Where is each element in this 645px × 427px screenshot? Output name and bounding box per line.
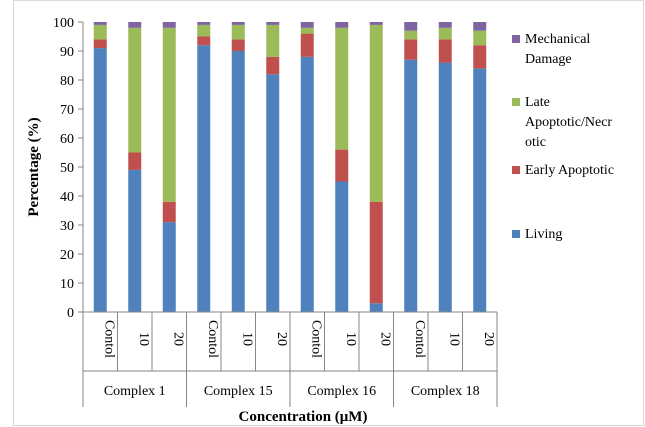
x-group-label: Complex 16 xyxy=(307,384,376,399)
bar-segment-living xyxy=(162,222,176,312)
legend-label: Mechanical xyxy=(525,32,590,47)
x-category-label: Contol xyxy=(101,320,116,358)
bar-segment-living xyxy=(128,169,142,312)
y-tick-label: 70 xyxy=(60,103,74,118)
plot-area xyxy=(93,22,487,313)
y-tick-label: 20 xyxy=(60,248,74,263)
bar-segment-early-apoptotic xyxy=(369,201,383,304)
bar-segment-mechanical-damage xyxy=(473,22,487,31)
y-tick-label: 50 xyxy=(60,161,74,176)
legend-label: Living xyxy=(525,227,562,242)
bar-segment-early-apoptotic xyxy=(473,45,487,69)
bar-segment-living xyxy=(369,303,383,312)
bar-segment-living xyxy=(335,181,349,312)
x-category-label: Contol xyxy=(412,320,427,358)
bar-segment-living xyxy=(300,56,314,312)
bar-segment-living xyxy=(473,68,487,313)
bar-segment-late-apoptotic-necrotic xyxy=(473,30,487,46)
bar-segment-early-apoptotic xyxy=(162,201,176,223)
chart-border xyxy=(13,0,644,426)
x-category-label: 20 xyxy=(170,332,185,346)
x-category-label: 10 xyxy=(446,332,461,346)
x-group-label: Complex 18 xyxy=(411,384,480,399)
x-axis-title: Concentration (μM) xyxy=(239,409,368,425)
bar-segment-mechanical-damage xyxy=(197,22,211,25)
bar-segment-early-apoptotic xyxy=(128,152,142,170)
legend-label: Damage xyxy=(525,52,572,67)
bar-segment-mechanical-damage xyxy=(335,22,349,28)
legend: Mechanical Damage Late Apoptotic/Necr otic Ea… xyxy=(512,32,614,242)
legend-label: otic xyxy=(525,135,546,150)
x-category-label: Contol xyxy=(308,320,323,358)
bar-segment-mechanical-damage xyxy=(404,22,418,31)
x-category-label: 20 xyxy=(274,332,289,346)
bar-segment-early-apoptotic xyxy=(93,39,107,49)
x-category-label: 10 xyxy=(136,332,151,346)
legend-swatch xyxy=(512,230,520,238)
bar-segment-living xyxy=(197,45,211,312)
axes: 0 10 20 30 40 50 60 70 80 90 100 Contol 10 20 Contol 10… xyxy=(53,16,498,407)
legend-label: Early Apoptotic xyxy=(525,163,614,178)
bar-segment-early-apoptotic xyxy=(335,149,349,182)
bar-segment-late-apoptotic-necrotic xyxy=(300,27,314,34)
legend-label: Apoptotic/Necr xyxy=(525,115,612,130)
y-tick-label: 40 xyxy=(60,190,74,205)
legend-swatch xyxy=(512,98,520,106)
bar-segment-living xyxy=(231,51,245,312)
bar-segment-late-apoptotic-necrotic xyxy=(438,27,452,40)
bar-segment-mechanical-damage xyxy=(93,22,107,25)
bar-segment-mechanical-damage xyxy=(266,22,280,25)
y-axis-title: Percentage (%) xyxy=(26,117,42,216)
bar-segment-early-apoptotic xyxy=(266,56,280,75)
y-tick-label: 30 xyxy=(60,219,74,234)
x-category-label: Contol xyxy=(205,320,220,358)
y-tick-label: 100 xyxy=(53,16,74,31)
bar-segment-late-apoptotic-necrotic xyxy=(266,24,280,57)
bar-segment-living xyxy=(266,74,280,312)
bar-segment-mechanical-damage xyxy=(231,22,245,25)
bar-segment-living xyxy=(93,48,107,312)
bar-segment-early-apoptotic xyxy=(231,39,245,51)
y-tick-label: 0 xyxy=(67,306,74,321)
bar-segment-late-apoptotic-necrotic xyxy=(231,24,245,40)
legend-swatch xyxy=(512,35,520,43)
x-category-label: 10 xyxy=(343,332,358,346)
bar-segment-late-apoptotic-necrotic xyxy=(335,27,349,150)
x-group-label: Complex 15 xyxy=(204,384,273,399)
legend-label: Late xyxy=(525,95,550,110)
bar-segment-early-apoptotic xyxy=(197,36,211,46)
y-tick-label: 80 xyxy=(60,74,74,89)
bar-segment-mechanical-damage xyxy=(162,22,176,28)
x-category-label: 10 xyxy=(239,332,254,346)
bar-segment-late-apoptotic-necrotic xyxy=(162,27,176,202)
bar-segment-living xyxy=(438,62,452,312)
bar-segment-early-apoptotic xyxy=(438,39,452,63)
bar-segment-mechanical-damage xyxy=(128,22,142,28)
bar-segment-late-apoptotic-necrotic xyxy=(128,27,142,153)
bar-segment-late-apoptotic-necrotic xyxy=(197,24,211,37)
y-tick-label: 90 xyxy=(60,45,74,60)
bar-segment-early-apoptotic xyxy=(404,39,418,60)
y-tick-label: 60 xyxy=(60,132,74,147)
bar-segment-mechanical-damage xyxy=(300,22,314,28)
legend-swatch xyxy=(512,166,520,174)
bar-segment-late-apoptotic-necrotic xyxy=(404,30,418,40)
x-category-label: 20 xyxy=(377,332,392,346)
bar-segment-late-apoptotic-necrotic xyxy=(93,24,107,40)
bar-segment-early-apoptotic xyxy=(300,33,314,57)
bar-segment-late-apoptotic-necrotic xyxy=(369,24,383,202)
bar-segment-mechanical-damage xyxy=(369,22,383,25)
x-category-label: 20 xyxy=(481,332,496,346)
y-tick-label: 10 xyxy=(60,277,74,292)
x-group-label: Complex 1 xyxy=(104,384,166,399)
bar-segment-living xyxy=(404,59,418,313)
bar-segment-mechanical-damage xyxy=(438,22,452,28)
